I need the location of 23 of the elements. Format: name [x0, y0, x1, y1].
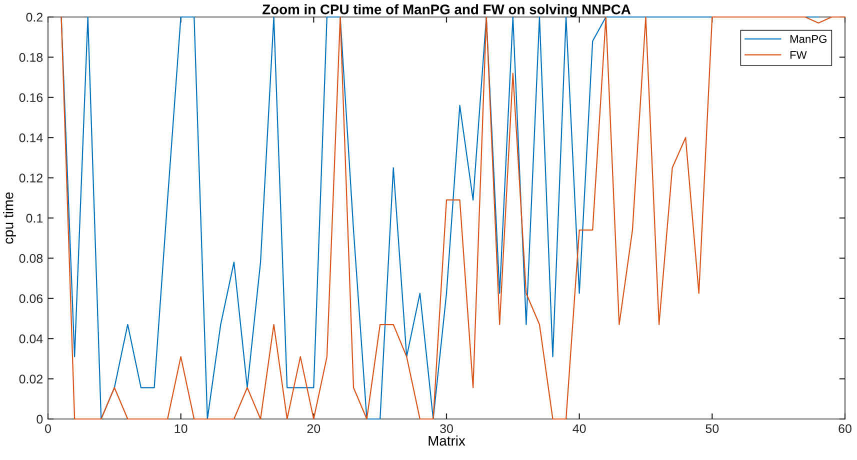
y-axis-title: cpu time — [3, 192, 16, 244]
legend-label: FW — [790, 51, 807, 59]
chart-title: Zoom in CPU time of ManPG and FW on solving NNPCA — [262, 4, 631, 18]
y-tick-label: 0.1 — [26, 214, 43, 223]
y-tick-label: 0.06 — [19, 294, 43, 304]
y-tick-label: 0.04 — [19, 334, 43, 344]
x-tick-label: 40 — [572, 424, 586, 434]
x-tick-label: 10 — [174, 424, 188, 434]
y-tick-label: 0.18 — [19, 53, 43, 62]
x-tick-label: 20 — [307, 424, 320, 434]
y-tick-label: 0.02 — [19, 374, 43, 384]
legend-label: ManPG — [790, 35, 826, 43]
x-tick-label: 30 — [440, 424, 453, 434]
y-tick-label: 0.08 — [19, 254, 43, 263]
x-tick-label: 60 — [838, 424, 852, 434]
x-axis-title: Matrix — [428, 436, 466, 446]
y-tick-label: 0.16 — [19, 93, 43, 102]
y-tick-label: 0 — [36, 414, 43, 424]
y-tick-label: 0.2 — [26, 12, 43, 22]
y-tick-label: 0.14 — [19, 133, 43, 142]
x-tick-label: 50 — [706, 424, 719, 434]
x-tick-label: 0 — [45, 424, 51, 434]
y-tick-label: 0.12 — [19, 174, 43, 182]
